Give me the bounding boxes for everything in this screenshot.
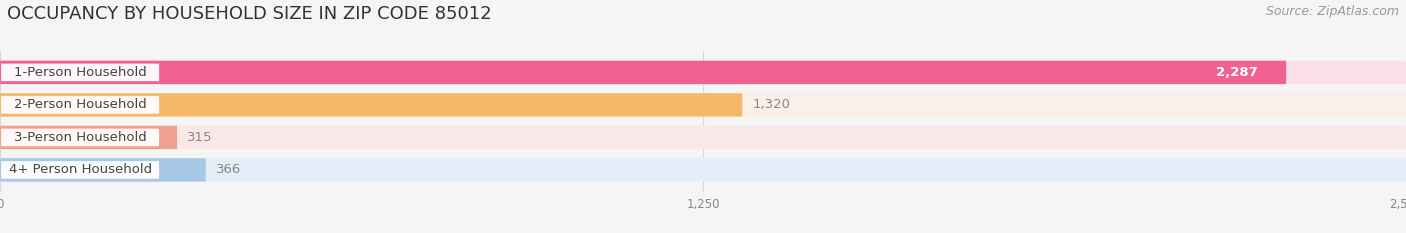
FancyBboxPatch shape bbox=[1, 129, 159, 146]
FancyBboxPatch shape bbox=[1, 96, 159, 114]
FancyBboxPatch shape bbox=[0, 158, 1406, 182]
Text: OCCUPANCY BY HOUSEHOLD SIZE IN ZIP CODE 85012: OCCUPANCY BY HOUSEHOLD SIZE IN ZIP CODE … bbox=[7, 5, 492, 23]
Text: 1,320: 1,320 bbox=[752, 98, 790, 111]
FancyBboxPatch shape bbox=[1, 64, 159, 81]
Text: 2,287: 2,287 bbox=[1216, 66, 1258, 79]
Text: 315: 315 bbox=[187, 131, 212, 144]
Text: 4+ Person Household: 4+ Person Household bbox=[8, 163, 152, 176]
FancyBboxPatch shape bbox=[1, 161, 159, 179]
Text: Source: ZipAtlas.com: Source: ZipAtlas.com bbox=[1265, 5, 1399, 18]
FancyBboxPatch shape bbox=[0, 61, 1286, 84]
Text: 2-Person Household: 2-Person Household bbox=[14, 98, 146, 111]
Text: 366: 366 bbox=[217, 163, 240, 176]
FancyBboxPatch shape bbox=[0, 61, 1406, 84]
FancyBboxPatch shape bbox=[0, 158, 205, 182]
Text: 1-Person Household: 1-Person Household bbox=[14, 66, 146, 79]
FancyBboxPatch shape bbox=[0, 93, 742, 116]
FancyBboxPatch shape bbox=[0, 126, 177, 149]
Text: 3-Person Household: 3-Person Household bbox=[14, 131, 146, 144]
FancyBboxPatch shape bbox=[0, 93, 1406, 116]
FancyBboxPatch shape bbox=[0, 126, 1406, 149]
